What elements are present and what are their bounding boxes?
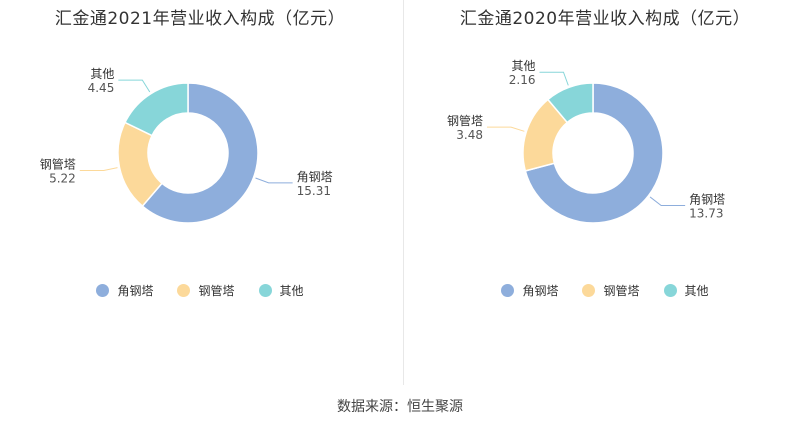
leader-line — [539, 71, 569, 86]
leader-line — [649, 196, 686, 206]
slice-label-value: 15.31 — [297, 184, 331, 198]
slice-angle-tower[interactable] — [524, 82, 664, 224]
legend-label: 角钢塔 — [117, 284, 154, 298]
legend: 角钢塔 钢管塔 其他 — [405, 282, 800, 299]
slice-label-value: 4.45 — [88, 81, 115, 95]
legend-label: 钢管塔 — [603, 284, 640, 298]
data-source: 数据来源：恒生聚源 — [337, 399, 463, 415]
legend-item-other[interactable]: 其他 — [663, 282, 709, 299]
slice-label-name: 钢管塔 — [447, 113, 483, 128]
legend-label: 其他 — [279, 284, 304, 298]
slice-other[interactable] — [124, 82, 189, 137]
legend-dot — [501, 284, 515, 297]
legend-label: 角钢塔 — [522, 284, 559, 298]
leader-line — [486, 126, 525, 132]
chart-title: 汇金通2021年营业收入构成（亿元） — [54, 9, 346, 29]
slice-angle-tower[interactable] — [141, 82, 259, 224]
legend-dot — [177, 284, 191, 297]
chart-panel-2021: 汇金通2021年营业收入构成（亿元） 角钢塔 15.31 钢管塔 5.22 其他 4.45… — [0, 0, 400, 390]
legend-item-angle-tower[interactable]: 角钢塔 — [96, 282, 153, 299]
legend-label: 其他 — [684, 284, 709, 298]
legend-dot — [663, 284, 677, 297]
slice-label-name: 角钢塔 — [297, 170, 333, 184]
legend: 角钢塔 钢管塔 其他 — [0, 282, 400, 299]
legend-item-steel-tube-tower[interactable]: 钢管塔 — [582, 282, 640, 299]
legend-label: 钢管塔 — [198, 284, 235, 298]
panel-divider — [403, 0, 404, 385]
legend-dot — [258, 284, 272, 297]
slice-label-value: 3.48 — [456, 128, 483, 142]
slice-other[interactable] — [546, 82, 594, 124]
leader-line — [118, 79, 151, 93]
legend-item-steel-tube-tower[interactable]: 钢管塔 — [177, 282, 235, 299]
leader-line — [255, 177, 293, 184]
slice-label-name: 其他 — [90, 67, 114, 81]
legend-dot — [96, 284, 110, 297]
slice-label-name: 钢管塔 — [40, 157, 76, 172]
slice-label-name: 其他 — [511, 59, 535, 73]
chart-panel-2020: 汇金通2020年营业收入构成（亿元） 角钢塔 13.73 钢管塔 3.48 其他 2.16… — [405, 0, 800, 390]
legend-item-other[interactable]: 其他 — [258, 282, 304, 299]
legend-item-angle-tower[interactable]: 角钢塔 — [501, 282, 558, 299]
slice-label-value: 2.16 — [509, 73, 536, 87]
slice-label-value: 5.22 — [49, 172, 76, 186]
chart-title: 汇金通2020年营业收入构成（亿元） — [459, 9, 751, 29]
slice-label-value: 13.73 — [689, 206, 723, 220]
leader-line — [79, 167, 118, 172]
slice-label-name: 角钢塔 — [689, 192, 725, 206]
legend-dot — [582, 284, 596, 297]
